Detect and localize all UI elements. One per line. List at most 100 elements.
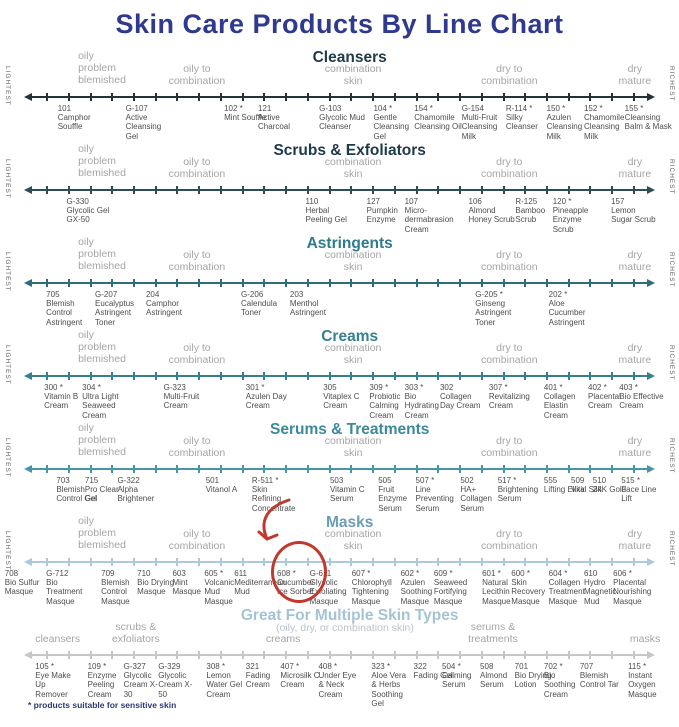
axis-tick bbox=[328, 372, 331, 380]
product-code: 703 bbox=[56, 476, 70, 485]
product-name: Under Eye & Neck Cream bbox=[318, 671, 357, 699]
axis-tick bbox=[154, 558, 157, 566]
axis-tick bbox=[46, 651, 49, 659]
axis-tick bbox=[241, 651, 244, 659]
product-code: 106 bbox=[468, 197, 482, 206]
skin-type-axis bbox=[24, 464, 655, 474]
axis-tick bbox=[480, 558, 483, 566]
section-title: Astringents bbox=[306, 235, 393, 252]
sections-container: Cleansers oily problem blemished oily to comb… bbox=[0, 48, 679, 708]
product-code: 710 bbox=[137, 569, 151, 578]
axis-tick bbox=[67, 558, 70, 566]
product-code: 204 bbox=[145, 290, 160, 299]
axis-line bbox=[29, 189, 650, 191]
product-name: Fading Cream bbox=[245, 671, 271, 690]
skin-type-label: oily to combination bbox=[168, 249, 226, 274]
product-name: Glycolic Gel GX-50 bbox=[66, 206, 110, 225]
product-name: Collagen Treatment Masque bbox=[548, 578, 585, 606]
product-label: G-107 Active Cleansing Gel bbox=[126, 104, 174, 141]
product-code: 702 * bbox=[543, 662, 563, 671]
product-label: 121 Active Charcoal bbox=[258, 104, 306, 132]
axis-tick bbox=[437, 651, 440, 659]
product-label: 555 Lifting Elixir bbox=[544, 476, 586, 494]
axis-tick bbox=[632, 558, 635, 566]
axis-tick bbox=[198, 651, 201, 659]
product-code: G-323 bbox=[163, 383, 186, 392]
product-code: 307 * bbox=[488, 383, 508, 392]
product-name: Aloe Vera & Herbs Soothing Gel bbox=[371, 671, 407, 708]
axis-tick bbox=[545, 558, 548, 566]
product-code: 154 * bbox=[414, 104, 433, 113]
product-code: G-712 bbox=[46, 569, 69, 578]
axis-tick bbox=[393, 558, 396, 566]
product-code: 323 * bbox=[371, 662, 391, 671]
product-name: Multi-Fruit Cleansing Milk bbox=[461, 113, 498, 141]
axis-tick bbox=[545, 651, 548, 659]
product-label: 708 Bio Sulfur Masque bbox=[5, 569, 47, 597]
product-code: 155 * bbox=[624, 104, 644, 113]
product-code: 303 * bbox=[404, 383, 424, 392]
axis-tick bbox=[415, 279, 418, 287]
axis-tick bbox=[459, 651, 462, 659]
product-label: 154 * Chamomile Cleansing Oil bbox=[414, 104, 462, 132]
axis-tick bbox=[545, 279, 548, 287]
axis-tick bbox=[111, 93, 114, 101]
product-name: Microsilk C Cream bbox=[280, 671, 320, 690]
axis-tick bbox=[415, 93, 418, 101]
axis-tick bbox=[459, 279, 462, 287]
axis-tick bbox=[372, 93, 375, 101]
skin-type-axis bbox=[24, 185, 655, 195]
axis-arrow-left-icon bbox=[24, 465, 32, 473]
axis-tick bbox=[372, 651, 375, 659]
skin-type-label: oily to combination bbox=[168, 156, 226, 181]
axis-line bbox=[29, 375, 650, 377]
axis-tick bbox=[567, 279, 570, 287]
product-name: Glycolic Mud Cleanser bbox=[319, 113, 365, 132]
axis-tick bbox=[611, 279, 614, 287]
lightest-label: LIGHTEST bbox=[4, 345, 11, 385]
product-name: Bio Sulfur Masque bbox=[4, 578, 40, 597]
product-label: 715 Pro Clear Gel bbox=[85, 476, 127, 504]
product-code: 304 * bbox=[82, 383, 101, 392]
skin-type-label: oily problem blemished bbox=[78, 422, 126, 459]
axis-tick bbox=[611, 186, 614, 194]
product-code: 322 bbox=[413, 662, 427, 671]
product-name: Lemon Water Gel Cream bbox=[206, 671, 243, 699]
axis-tick bbox=[285, 186, 288, 194]
product-name: Fruit Enzyme Serum bbox=[378, 485, 408, 513]
skin-type-label: combination skin bbox=[324, 342, 382, 367]
axis-tick bbox=[437, 465, 440, 473]
axis-tick bbox=[589, 465, 592, 473]
axis-tick bbox=[263, 279, 266, 287]
product-code: 502 bbox=[460, 476, 474, 485]
axis-tick bbox=[89, 558, 92, 566]
product-label: 155 * Cleansing Balm & Mask bbox=[625, 104, 673, 132]
axis-line bbox=[29, 561, 650, 563]
products-row: 101 Camphor Souffle G-107 Active Cleansing … bbox=[0, 104, 679, 141]
product-label: 607 * Chlorophyll Tightening Masque bbox=[352, 569, 394, 606]
product-code: 308 * bbox=[206, 662, 226, 671]
product-label: 507 * Line Preventing Serum bbox=[416, 476, 458, 513]
axis-tick bbox=[219, 651, 222, 659]
axis-tick bbox=[46, 186, 49, 194]
axis-tick bbox=[328, 651, 331, 659]
product-name: Active Cleansing Gel bbox=[125, 113, 162, 141]
product-label: 611 Mediterranean Mud bbox=[234, 569, 286, 597]
product-label: 707 Blemish Control Tar bbox=[580, 662, 622, 690]
product-label: G-330 Glycolic Gel GX-50 bbox=[67, 197, 115, 225]
product-name: Almond Honey Scrub bbox=[468, 206, 515, 225]
product-name: Blemish Control Astringent bbox=[46, 299, 83, 327]
product-code: 610 bbox=[583, 569, 598, 578]
product-label: 157 Lemon Sugar Scrub bbox=[611, 197, 659, 225]
section-creams: Creams oily problem blemished oily to combina… bbox=[0, 327, 679, 420]
product-code: 102 * bbox=[224, 104, 243, 113]
product-name: Lemon Sugar Scrub bbox=[611, 206, 656, 225]
axis-tick bbox=[524, 558, 527, 566]
axis-arrow-right-icon bbox=[647, 465, 655, 473]
product-label: 702 * Bio Soothing Cream bbox=[544, 662, 586, 699]
product-name: Collagen Day Cream bbox=[439, 392, 481, 411]
product-label: R-125 Bamboo Scrub bbox=[515, 197, 563, 225]
axis-tick bbox=[480, 651, 483, 659]
product-label: 308 * Lemon Water Gel Cream bbox=[206, 662, 248, 699]
product-label: G-206 Calendula Toner bbox=[241, 290, 289, 318]
